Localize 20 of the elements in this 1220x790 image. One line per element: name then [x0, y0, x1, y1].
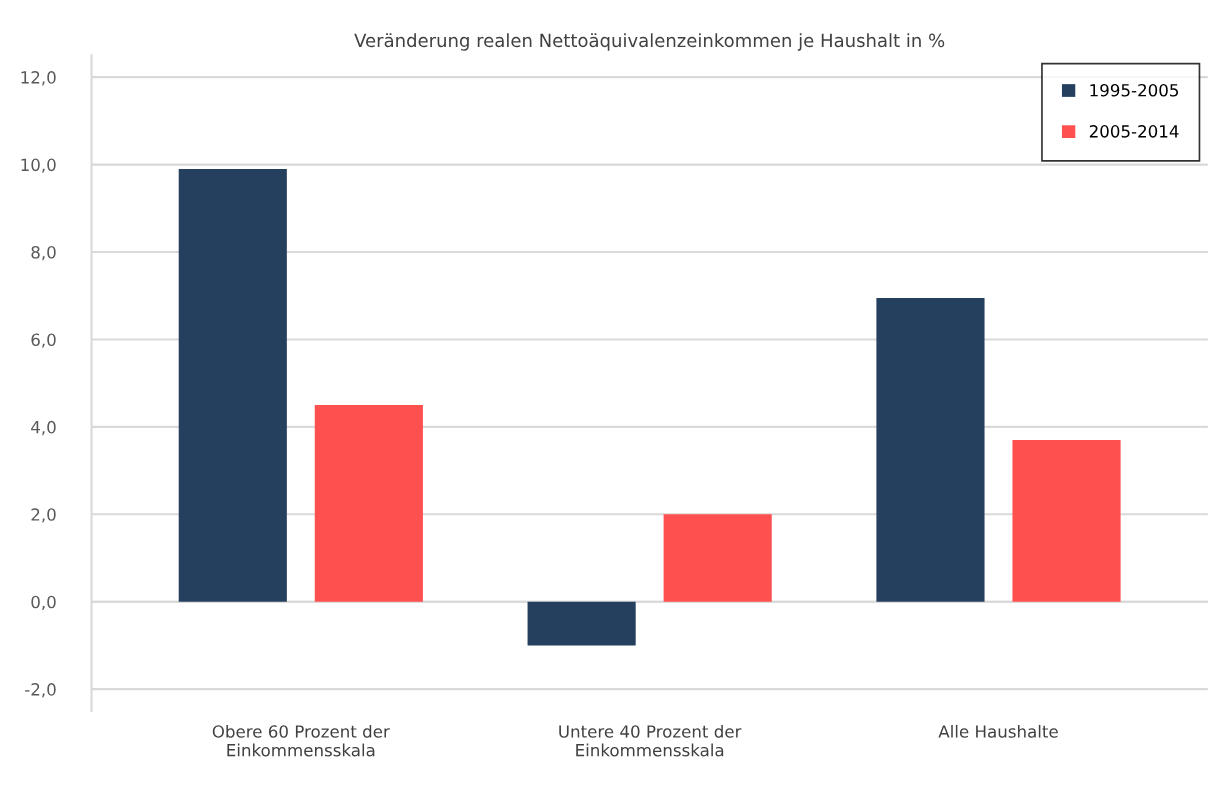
bar — [527, 601, 636, 646]
legend-label: 1995-2005 — [1090, 83, 1179, 97]
bar — [663, 514, 772, 602]
bar — [178, 168, 287, 602]
bar — [876, 297, 985, 602]
y-tick-label: 2,0 — [31, 508, 56, 523]
x-tick-label: Obere 60 Prozent der Einkommensskala — [212, 724, 390, 757]
bar — [314, 405, 423, 602]
bar — [1012, 439, 1121, 602]
y-tick-label: 8,0 — [31, 245, 56, 261]
y-tick-label: 6,0 — [31, 333, 56, 348]
y-tick-label: 0,0 — [31, 595, 56, 610]
x-tick-label: Alle Haushalte — [938, 724, 1058, 738]
chart-title: Veränderung realen Nettoäquivalenzeinkommen je Haushalt in % — [354, 33, 945, 51]
y-tick-label: 4,0 — [31, 420, 56, 436]
y-tick-label: 12,0 — [21, 71, 56, 86]
legend-label: 2005-2014 — [1089, 125, 1179, 138]
x-tick-label: Untere 40 Prozent der Einkommensskala — [559, 724, 742, 757]
y-tick-label: 10,0 — [21, 158, 56, 173]
y-tick-label: -2,0 — [25, 683, 56, 698]
